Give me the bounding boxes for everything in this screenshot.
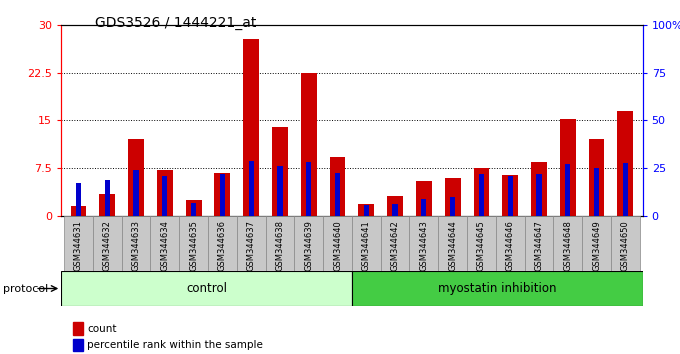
Text: GSM344640: GSM344640 xyxy=(333,220,342,271)
Bar xyxy=(61,271,352,306)
Bar xyxy=(422,199,426,216)
Bar xyxy=(450,197,455,216)
Bar xyxy=(73,339,83,351)
Text: GSM344638: GSM344638 xyxy=(275,220,284,271)
Bar xyxy=(266,216,294,271)
Text: count: count xyxy=(87,324,117,333)
Bar xyxy=(191,202,197,216)
Bar xyxy=(64,216,93,271)
Bar xyxy=(335,173,340,216)
Bar xyxy=(208,216,237,271)
Text: GSM344644: GSM344644 xyxy=(448,220,457,271)
Bar xyxy=(237,216,266,271)
Bar xyxy=(157,170,173,216)
Bar xyxy=(524,216,554,271)
Text: GSM344647: GSM344647 xyxy=(534,220,543,271)
Bar xyxy=(128,139,144,216)
Bar xyxy=(611,216,640,271)
Text: GSM344649: GSM344649 xyxy=(592,220,601,271)
Bar xyxy=(323,216,352,271)
Bar xyxy=(105,179,110,216)
Bar xyxy=(352,216,381,271)
Bar xyxy=(560,119,576,216)
Text: GSM344634: GSM344634 xyxy=(160,220,169,271)
Bar xyxy=(479,174,484,216)
Text: GSM344635: GSM344635 xyxy=(189,220,198,271)
Bar xyxy=(387,195,403,216)
Bar xyxy=(277,166,282,216)
Bar xyxy=(214,173,231,216)
Bar xyxy=(186,200,201,216)
Bar xyxy=(99,194,115,216)
Bar xyxy=(301,73,317,216)
Bar xyxy=(409,216,438,271)
Bar xyxy=(503,175,518,216)
Bar xyxy=(565,164,571,216)
Bar xyxy=(496,216,524,271)
Bar xyxy=(445,178,460,216)
Bar xyxy=(352,271,643,306)
Bar xyxy=(537,174,541,216)
Bar xyxy=(438,216,467,271)
Text: GSM344636: GSM344636 xyxy=(218,220,227,271)
Text: myostatin inhibition: myostatin inhibition xyxy=(438,282,556,295)
Bar xyxy=(93,216,122,271)
Bar xyxy=(122,216,150,271)
Bar xyxy=(249,160,254,216)
Bar xyxy=(358,205,374,216)
Bar xyxy=(163,176,167,216)
Bar xyxy=(272,127,288,216)
Text: GSM344637: GSM344637 xyxy=(247,220,256,271)
Text: percentile rank within the sample: percentile rank within the sample xyxy=(87,340,263,350)
Text: GSM344648: GSM344648 xyxy=(563,220,573,271)
Bar xyxy=(416,181,432,216)
Bar xyxy=(294,216,323,271)
Bar xyxy=(582,216,611,271)
Bar xyxy=(467,216,496,271)
Bar xyxy=(76,183,81,216)
Bar xyxy=(507,176,513,216)
Bar xyxy=(306,162,311,216)
Bar xyxy=(330,157,345,216)
Bar xyxy=(589,139,605,216)
Bar xyxy=(180,216,208,271)
Bar xyxy=(617,111,633,216)
Text: GSM344642: GSM344642 xyxy=(390,220,400,271)
Text: GSM344639: GSM344639 xyxy=(304,220,313,271)
Bar xyxy=(133,170,139,216)
Text: GDS3526 / 1444221_at: GDS3526 / 1444221_at xyxy=(95,16,256,30)
Bar xyxy=(554,216,582,271)
Bar xyxy=(381,216,409,271)
Bar xyxy=(150,216,180,271)
Text: GSM344643: GSM344643 xyxy=(420,220,428,271)
Bar xyxy=(220,174,225,216)
Text: GSM344650: GSM344650 xyxy=(621,220,630,271)
Text: GSM344645: GSM344645 xyxy=(477,220,486,271)
Text: GSM344646: GSM344646 xyxy=(506,220,515,271)
Bar xyxy=(623,163,628,216)
Text: GSM344633: GSM344633 xyxy=(131,220,141,271)
Bar xyxy=(594,168,599,216)
Text: GSM344641: GSM344641 xyxy=(362,220,371,271)
Bar xyxy=(73,322,83,335)
Text: GSM344631: GSM344631 xyxy=(74,220,83,271)
Bar xyxy=(71,206,86,216)
Bar xyxy=(243,39,259,216)
Bar xyxy=(531,162,547,216)
Text: control: control xyxy=(186,282,227,295)
Text: GSM344632: GSM344632 xyxy=(103,220,112,271)
Bar xyxy=(364,205,369,216)
Bar xyxy=(392,205,398,216)
Text: protocol: protocol xyxy=(3,284,49,293)
Bar xyxy=(473,168,490,216)
